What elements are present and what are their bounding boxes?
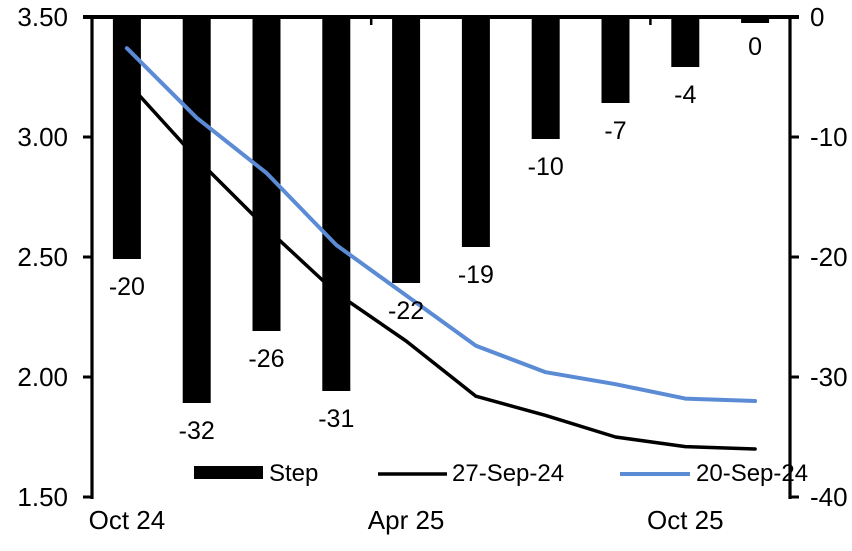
- bar-data-label: -26: [248, 345, 284, 373]
- x-axis-tick-label: Oct 25: [647, 505, 724, 535]
- left-axis-tick-label: 2.50: [17, 242, 68, 272]
- bar-data-label: -10: [528, 153, 564, 181]
- right-axis-tick-label: -40: [810, 482, 848, 512]
- legend-label-step: Step: [269, 460, 318, 487]
- right-axis-tick-label: 0: [810, 2, 824, 32]
- x-axis-tick-label: Oct 24: [89, 505, 166, 535]
- bar-data-label: -4: [674, 81, 696, 109]
- bar-step-5: [461, 15, 490, 247]
- right-axis-tick-label: -10: [810, 122, 848, 152]
- bar-data-label: -19: [458, 261, 494, 289]
- legend-label-27-sep-24: 27-Sep-24: [452, 460, 564, 487]
- legend-swatch-step: [194, 466, 263, 479]
- line-series-27-sep-24: [125, 80, 757, 451]
- bar-data-label: 0: [748, 33, 762, 61]
- bar-step-1: [182, 15, 211, 403]
- bar-data-label: -22: [388, 297, 424, 325]
- left-axis-tick-label: 3.50: [17, 2, 68, 32]
- bar-step-0: [112, 15, 141, 259]
- left-axis-tick-label: 2.00: [17, 362, 68, 392]
- right-axis-tick-label: -20: [810, 242, 848, 272]
- bar-data-label: -31: [318, 405, 354, 433]
- bar-step-7: [601, 15, 630, 103]
- right-axis-tick-label: -30: [810, 362, 848, 392]
- legend-label-20-sep-24: 20-Sep-24: [696, 460, 808, 487]
- bar-data-label: -7: [604, 117, 626, 145]
- line-series-20-sep-24: [124, 46, 758, 403]
- bar-data-label: -20: [109, 273, 145, 301]
- left-axis-tick-label: 3.00: [17, 122, 68, 152]
- bar-step-3: [322, 15, 351, 391]
- x-axis-tick-label: Apr 25: [368, 505, 445, 535]
- bar-step-8: [671, 15, 700, 67]
- bar-data-label: -32: [179, 417, 215, 445]
- bar-step-6: [531, 15, 560, 139]
- left-axis-tick-label: 1.50: [17, 482, 68, 512]
- bar-step-4: [392, 15, 421, 283]
